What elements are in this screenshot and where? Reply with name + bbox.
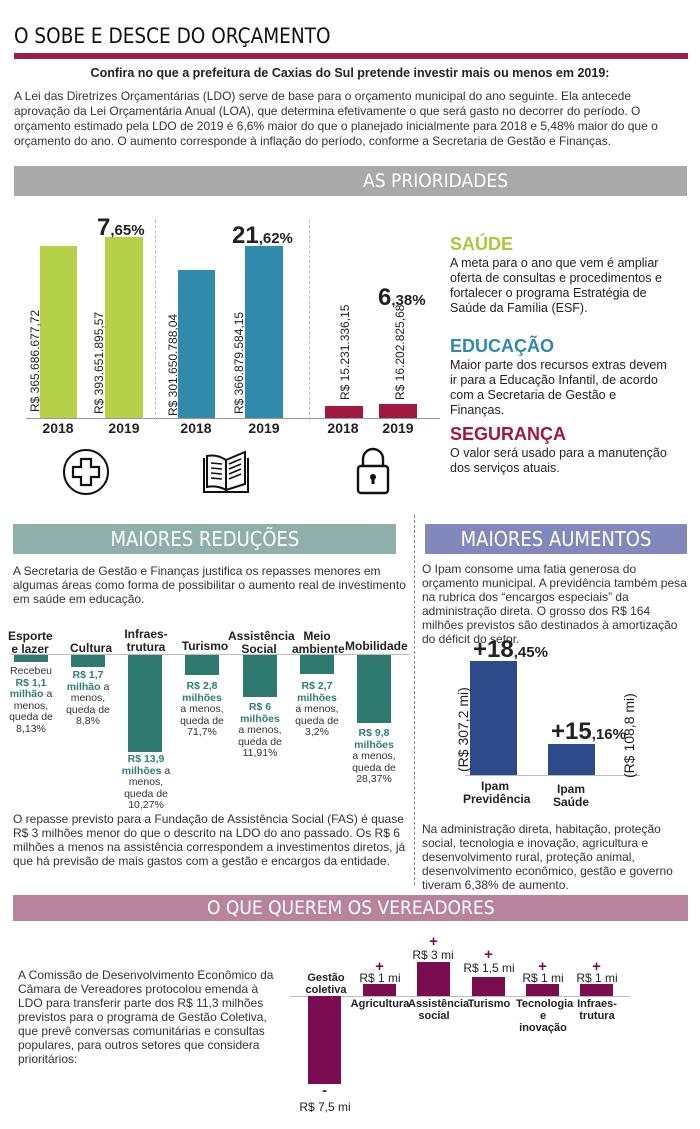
vereador-bar — [363, 984, 396, 996]
vereador-bar — [472, 977, 505, 996]
reducao-detail: Recebeu R$ 1,1 milhão a menos, queda de … — [9, 665, 53, 735]
vereador-value: R$ 1,5 mi — [463, 961, 515, 975]
category-saude: SAÚDE A meta para o ano que vem é amplia… — [450, 234, 662, 315]
category-educacao: EDUCAÇÃO Maior parte dos recursos extras… — [450, 336, 667, 417]
vereadores-chart: Gestão coletiva - R$ 7,5 mi + R$ 1 mi Ag… — [290, 930, 700, 1120]
reducoes-chart: Esporte e lazer Cultura Infraes-trutura … — [0, 620, 414, 811]
vereador-value: R$ 1 mi — [359, 971, 401, 985]
value-seguranca-2019: R$ 16.202.825,68 — [393, 304, 407, 400]
book-icon — [203, 450, 249, 493]
minus-sign: - — [322, 1082, 327, 1099]
reducao-bar — [71, 655, 105, 667]
prioridades-chart: R$ 365.686.677,72 R$ 393.651.895,57 7,65… — [0, 200, 440, 440]
reducao-name: Assistência Social — [228, 629, 295, 656]
value-ipam-saude: (R$ 108,8 mi) — [621, 693, 637, 778]
vereador-value: R$ 1 mi — [576, 971, 618, 985]
reducao-bar — [14, 655, 48, 662]
year-label: 2019 — [382, 420, 414, 436]
vereador-name: Assistência social — [408, 998, 470, 1022]
reducao-detail: R$ 2,8 milhões a menos, queda de 71,7% — [180, 680, 224, 738]
page-title: O SOBE E DESCE DO ORÇAMENTO — [14, 24, 331, 48]
reducao-detail: R$ 1,7 milhão a menos, queda de 8,8% — [66, 669, 110, 727]
plus-sign: + — [375, 958, 384, 975]
reducao-name: Infraes-trutura — [124, 627, 168, 654]
vereador-value: R$ 7,5 mi — [299, 1100, 351, 1114]
section-band-vereadores: O QUE QUEREM OS VEREADORES — [13, 895, 688, 921]
ipam-previdencia-label: Ipam Previdência — [463, 779, 531, 806]
vereador-value: R$ 3 mi — [412, 948, 454, 962]
reducao-name: Esporte e lazer — [8, 629, 53, 656]
section-band-reducoes: MAIORES REDUÇÕES — [13, 524, 396, 554]
vereador-name: Turismo — [467, 998, 511, 1010]
year-label: 2019 — [248, 420, 280, 436]
health-cross-icon — [63, 449, 109, 495]
ipam-saude-label: Ipam Saúde — [552, 782, 589, 809]
pct-ipam-previdencia: +18,45% — [473, 636, 548, 663]
intro-text: A Lei das Diretrizes Orçamentárias (LDO)… — [14, 89, 658, 148]
reducao-bar — [243, 655, 277, 697]
vereador-bar — [417, 962, 450, 996]
plus-sign: + — [538, 958, 547, 975]
vereador-bar — [526, 984, 559, 996]
aumentos-intro: O Ipam consome uma fatia generosa do orç… — [422, 562, 687, 646]
reducao-detail: R$ 9,8 milhões a menos, queda de 28,37% — [352, 727, 396, 785]
category-seguranca: SEGURANÇA O valor será usado para a manu… — [450, 424, 667, 475]
subtitle: Confira no que a prefeitura de Caxias do… — [90, 66, 610, 80]
year-label: 2018 — [42, 420, 74, 436]
reducao-name: Cultura — [70, 641, 112, 655]
reducoes-intro: A Secretaria de Gestão e Finanças justif… — [13, 564, 406, 606]
plus-sign: + — [429, 933, 438, 950]
aumentos-chart: +18,45% +15,16% (R$ 307,2 mi) (R$ 108,8 … — [415, 630, 700, 810]
vereador-bar — [580, 984, 613, 996]
reducao-bar — [300, 655, 334, 674]
aumentos-footer: Na administração direta, habitação, prot… — [422, 822, 673, 892]
bar-seguranca-2018 — [325, 406, 363, 418]
value-educacao-2018: R$ 301.650.788,04 — [166, 313, 180, 416]
year-label: 2018 — [180, 420, 212, 436]
bar-saude-2019 — [105, 237, 143, 418]
reducoes-footer: O repasse previsto para a Fundação de As… — [13, 812, 406, 868]
reducao-detail: R$ 2,7 milhões a menos, queda de 3,2% — [295, 680, 339, 738]
bar-saude-2018 — [40, 246, 77, 418]
reducao-bar — [185, 655, 219, 675]
reducao-name: Mobilidade — [345, 639, 408, 653]
reducao-bar — [128, 655, 162, 752]
section-band-aumentos: MAIORES AUMENTOS — [425, 524, 687, 554]
year-label: 2019 — [108, 420, 140, 436]
year-label: 2018 — [327, 420, 359, 436]
bar-seguranca-2019 — [379, 404, 417, 418]
pct-seguranca: 6,38% — [378, 284, 426, 311]
bar-educacao-2018 — [178, 270, 215, 418]
vereador-bar — [308, 996, 341, 1084]
pct-saude: 7,65% — [97, 214, 145, 241]
plus-sign: + — [592, 958, 601, 975]
pct-educacao: 21,62% — [232, 222, 293, 249]
vereador-name: Tecnologia e inovação — [516, 998, 574, 1034]
plus-sign: + — [484, 946, 493, 963]
value-ipam-previdencia: (R$ 307,2 mi) — [455, 687, 471, 772]
column-divider — [414, 515, 415, 885]
bar-ipam-saude — [548, 744, 595, 775]
title-rule — [14, 53, 688, 59]
pct-ipam-saude: +15,16% — [551, 718, 626, 745]
value-educacao-2019: R$ 366.879.584,15 — [232, 311, 246, 414]
vereador-value: R$ 1 mi — [522, 971, 564, 985]
reducao-detail: R$ 6 milhões a menos, queda de 11,91% — [238, 701, 282, 759]
vereadores-text: A Comissão de Desenvolvimento Econômico … — [18, 968, 274, 1066]
value-saude-2018: R$ 365.686.677,72 — [28, 309, 42, 412]
bar-educacao-2019 — [245, 246, 283, 418]
bar-ipam-previdencia — [470, 661, 517, 775]
vereador-name: Infraes-trutura — [577, 998, 617, 1022]
value-seguranca-2018: R$ 15.231.336,15 — [338, 304, 352, 400]
section-band-prioridades: AS PRIORIDADES — [14, 166, 687, 196]
lock-icon — [356, 447, 390, 495]
reducao-name: Meio ambiente — [292, 629, 345, 656]
vereador-name: Gestão coletiva — [305, 972, 347, 996]
reducao-detail: R$ 13,9 milhões a menos, queda de 10,27% — [121, 753, 171, 811]
reducao-name: Turismo — [181, 639, 229, 653]
vereador-name: Agricultura — [350, 998, 410, 1010]
reducao-bar — [357, 655, 391, 723]
value-saude-2019: R$ 393.651.895,57 — [92, 311, 106, 414]
